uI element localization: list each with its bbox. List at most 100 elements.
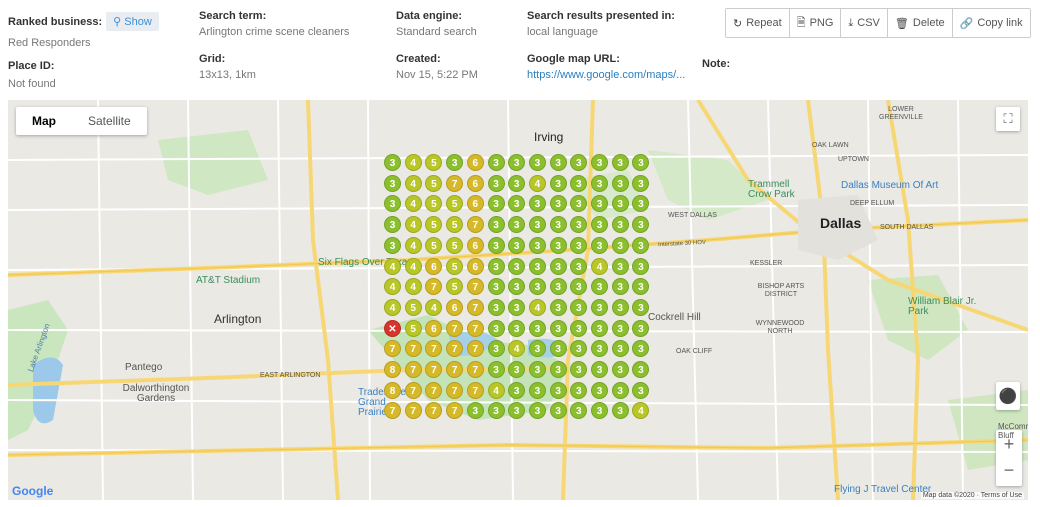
rank-pin[interactable]: 4 — [404, 154, 422, 171]
rank-pin[interactable]: 3 — [549, 361, 567, 378]
rank-pin[interactable]: 3 — [570, 298, 588, 316]
rank-pin[interactable]: 3 — [528, 340, 546, 358]
rank-pin[interactable]: 3 — [570, 236, 588, 254]
rank-pin[interactable]: 7 — [466, 216, 484, 234]
rank-pin[interactable]: 5 — [425, 216, 443, 234]
rank-pin[interactable]: 3 — [570, 361, 588, 378]
rank-pin[interactable]: 3 — [632, 319, 650, 337]
rank-pin[interactable]: 3 — [487, 216, 505, 234]
rank-pin[interactable]: 7 — [466, 319, 484, 337]
rank-pin[interactable]: 3 — [528, 154, 546, 171]
rank-pin[interactable]: 7 — [446, 319, 464, 337]
rank-pin[interactable]: 7 — [425, 402, 443, 420]
rank-pin[interactable]: 3 — [611, 278, 629, 296]
rank-pin[interactable]: 3 — [487, 402, 505, 420]
rank-pin[interactable]: 3 — [384, 216, 401, 234]
rank-pin[interactable]: 3 — [570, 340, 588, 358]
rank-pin[interactable]: 6 — [466, 236, 484, 254]
rank-pin[interactable]: 3 — [570, 195, 588, 213]
rank-pin[interactable]: 3 — [466, 402, 484, 420]
rank-pin[interactable]: 3 — [528, 216, 546, 234]
rank-pin[interactable]: 3 — [570, 278, 588, 296]
map-type-satellite-button[interactable]: Satellite — [88, 114, 131, 128]
rank-pin[interactable]: 7 — [446, 381, 464, 399]
rank-pin[interactable]: 4 — [384, 257, 401, 275]
png-button[interactable]: 🗎 PNG — [789, 9, 842, 37]
rank-pin[interactable]: 3 — [528, 381, 546, 399]
rank-pin[interactable]: 5 — [446, 195, 464, 213]
rank-pin[interactable]: 4 — [632, 402, 650, 420]
rank-pin[interactable]: 3 — [528, 361, 546, 378]
rank-pin[interactable]: 3 — [508, 257, 526, 275]
rank-pin[interactable]: 3 — [570, 257, 588, 275]
rank-pin[interactable]: 3 — [591, 174, 608, 192]
rank-pin[interactable]: 3 — [632, 381, 650, 399]
rank-pin[interactable]: 4 — [591, 257, 608, 275]
rank-pin[interactable]: 3 — [611, 174, 629, 192]
zoom-in-button[interactable]: + — [1003, 434, 1015, 454]
rank-pin[interactable]: 5 — [404, 298, 422, 316]
rank-pin[interactable]: 3 — [549, 381, 567, 399]
rank-pin[interactable]: 3 — [384, 236, 401, 254]
rank-pin[interactable]: 3 — [508, 195, 526, 213]
street-view-pegman[interactable]: ⚫ — [996, 382, 1020, 410]
rank-pin[interactable]: 3 — [384, 174, 401, 192]
rank-pin[interactable]: 4 — [404, 174, 422, 192]
rank-pin[interactable]: 4 — [508, 340, 526, 358]
rank-pin[interactable]: 3 — [384, 195, 401, 213]
rank-pin[interactable]: 3 — [508, 361, 526, 378]
rank-pin[interactable]: 3 — [487, 236, 505, 254]
rank-pin[interactable]: 3 — [611, 381, 629, 399]
rank-pin[interactable]: 7 — [446, 361, 464, 378]
rank-pin[interactable]: 3 — [591, 340, 608, 358]
rank-pin[interactable]: 3 — [549, 216, 567, 234]
rank-pin[interactable]: 3 — [591, 402, 608, 420]
rank-pin[interactable]: 3 — [549, 236, 567, 254]
rank-pin[interactable]: 4 — [404, 195, 422, 213]
rank-pin[interactable]: 8 — [384, 361, 401, 378]
rank-pin[interactable]: 5 — [425, 236, 443, 254]
rank-pin[interactable]: 3 — [591, 319, 608, 337]
rank-pin[interactable]: 3 — [632, 361, 650, 378]
rank-pin[interactable]: 4 — [404, 236, 422, 254]
rank-pin[interactable]: 3 — [611, 298, 629, 316]
rank-pin[interactable]: 3 — [591, 278, 608, 296]
rank-pin[interactable]: 7 — [466, 340, 484, 358]
rank-pin[interactable]: 3 — [549, 319, 567, 337]
rank-pin[interactable]: 5 — [446, 216, 464, 234]
rank-pin[interactable]: 7 — [404, 402, 422, 420]
rank-pin[interactable]: 3 — [487, 319, 505, 337]
rank-pin[interactable]: 3 — [570, 216, 588, 234]
rank-pin[interactable]: 7 — [466, 278, 484, 296]
rank-pin[interactable]: 3 — [632, 154, 650, 171]
rank-pin[interactable]: 4 — [404, 216, 422, 234]
rank-pin[interactable]: 4 — [404, 257, 422, 275]
rank-pin[interactable]: 3 — [487, 174, 505, 192]
rank-pin[interactable]: 3 — [611, 257, 629, 275]
rank-pin[interactable]: 3 — [487, 361, 505, 378]
rank-pin[interactable]: 8 — [384, 381, 401, 399]
rank-pin[interactable]: 4 — [384, 278, 401, 296]
rank-pin[interactable]: 3 — [591, 381, 608, 399]
rank-pin[interactable]: 3 — [508, 402, 526, 420]
rank-pin[interactable]: 3 — [611, 319, 629, 337]
rank-pin[interactable]: 3 — [591, 154, 608, 171]
rank-pin[interactable]: 5 — [425, 195, 443, 213]
rank-pin[interactable]: 3 — [384, 154, 401, 171]
zoom-out-button[interactable]: − — [1003, 460, 1015, 480]
rank-pin[interactable]: 3 — [508, 174, 526, 192]
rank-pin[interactable]: 5 — [446, 236, 464, 254]
rank-pin[interactable]: 3 — [632, 195, 650, 213]
rank-pin[interactable]: 3 — [632, 174, 650, 192]
rank-pin[interactable]: 3 — [508, 236, 526, 254]
rank-pin-not-found[interactable]: ✕ — [384, 319, 401, 337]
rank-pin[interactable]: 3 — [508, 216, 526, 234]
rank-pin[interactable]: 4 — [425, 298, 443, 316]
map-type-map-button[interactable]: Map — [32, 114, 56, 128]
rank-pin[interactable]: 3 — [528, 402, 546, 420]
csv-button[interactable]: ⤓ CSV — [841, 9, 888, 37]
rank-pin[interactable]: 4 — [487, 381, 505, 399]
rank-pin[interactable]: 3 — [570, 381, 588, 399]
rank-pin[interactable]: 7 — [425, 381, 443, 399]
rank-pin[interactable]: 3 — [611, 361, 629, 378]
